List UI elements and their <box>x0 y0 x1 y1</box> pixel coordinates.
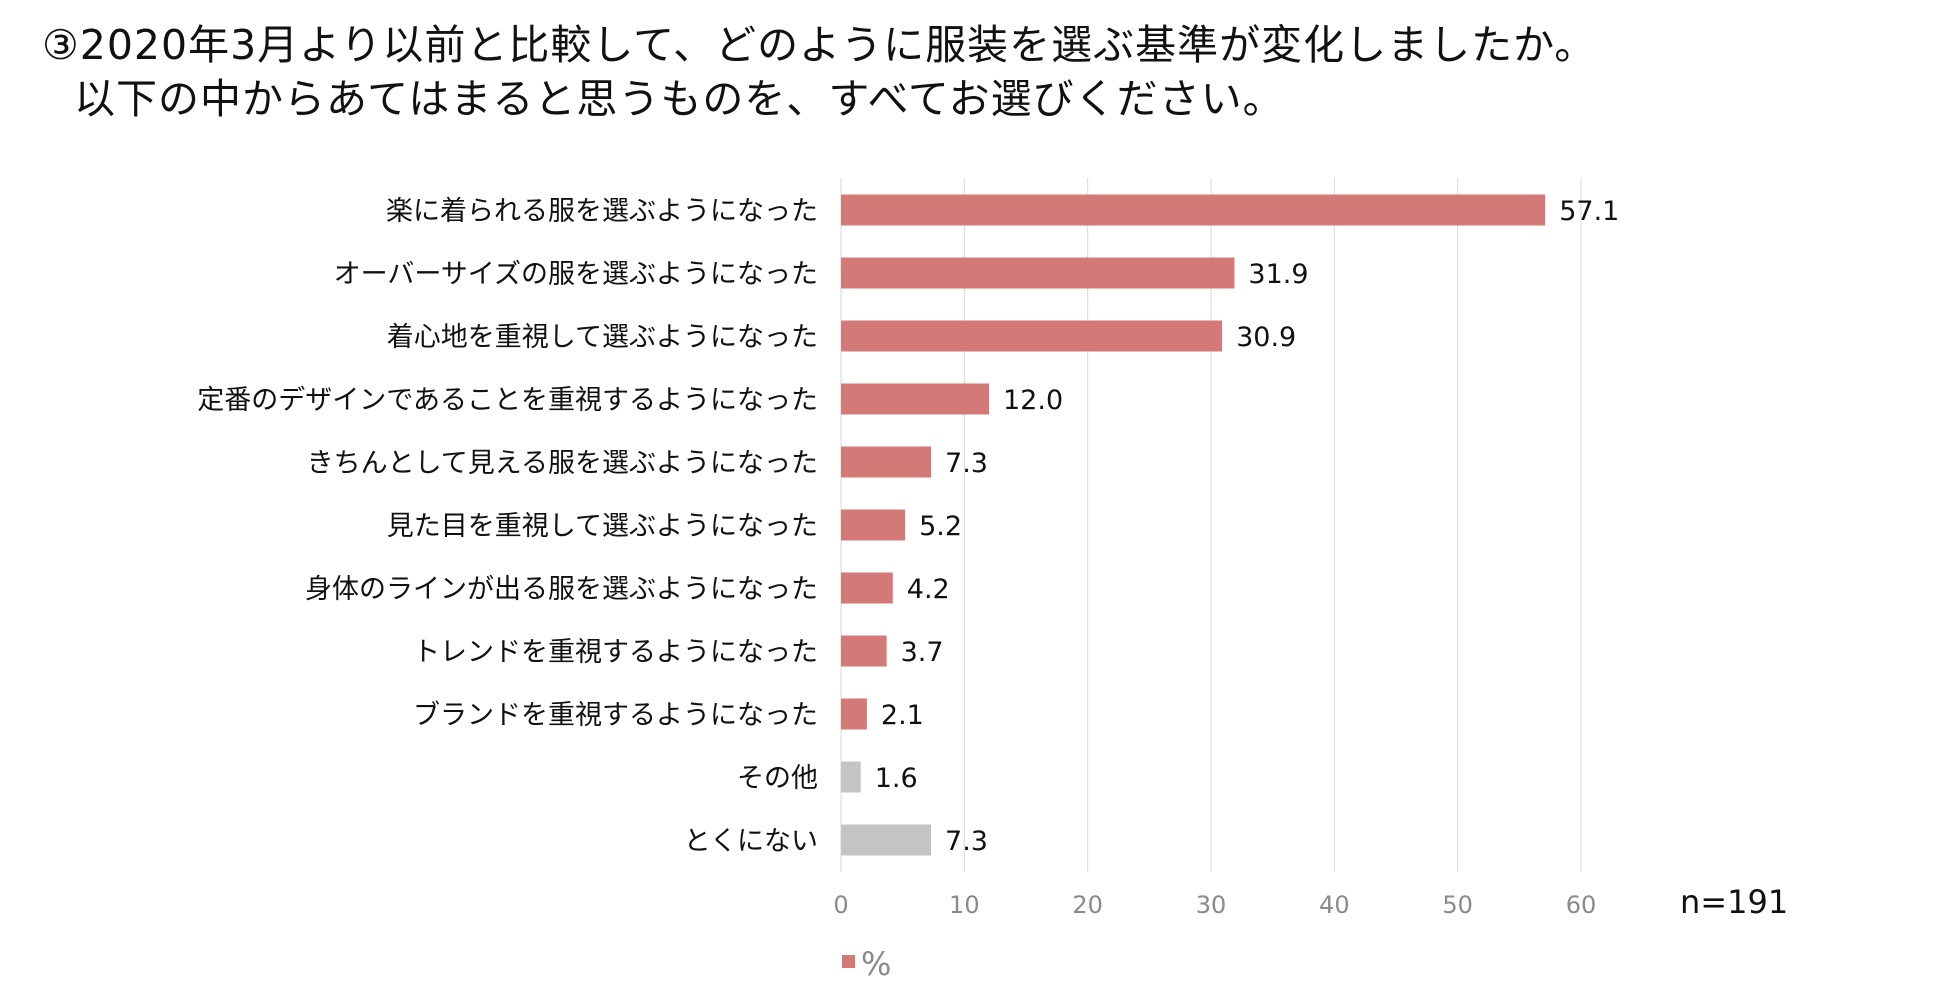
title-line-1: ③2020年3月より以前と比較して、どのように服装を選ぶ基準が変化しましたか。 <box>42 21 1597 69</box>
x-tick-label: 30 <box>1196 891 1227 919</box>
value-label: 12.0 <box>1003 385 1063 416</box>
category-label: 身体のラインが出る服を選ぶようになった <box>305 574 818 605</box>
value-label: 4.2 <box>907 574 950 605</box>
category-label: トレンドを重視するようになった <box>413 637 818 668</box>
value-label: 7.3 <box>945 448 988 479</box>
bar <box>841 572 893 604</box>
bar <box>841 698 867 730</box>
category-label: きちんとして見える服を選ぶようになった <box>307 448 818 479</box>
bar <box>841 824 932 856</box>
x-axis-ticks: 0 10 20 30 40 50 60 <box>833 891 1596 919</box>
sample-size-label: n=191 <box>1680 883 1788 921</box>
category-label: オーバーサイズの服を選ぶようになった <box>334 259 818 290</box>
category-label: その他 <box>737 763 818 794</box>
x-tick-label: 60 <box>1566 891 1597 919</box>
legend-label: % <box>861 945 891 983</box>
category-labels: 楽に着られる服を選ぶようになったオーバーサイズの服を選ぶようになった着心地を重視… <box>197 196 818 857</box>
page-title: ③2020年3月より以前と比較して、どのように服装を選ぶ基準が変化しましたか。 … <box>42 18 1596 126</box>
x-tick-label: 0 <box>833 891 848 919</box>
bar <box>841 635 887 667</box>
bar <box>841 194 1546 226</box>
bar <box>841 509 906 541</box>
title-line-2: 以下の中からあてはまると思うものを、すべてお選びください。 <box>74 75 1285 123</box>
legend: % <box>842 945 891 983</box>
value-label: 3.7 <box>901 637 944 668</box>
value-label: 5.2 <box>919 511 962 542</box>
value-label: 7.3 <box>945 826 988 857</box>
bars <box>841 194 1546 856</box>
value-label: 30.9 <box>1236 322 1296 353</box>
bar <box>841 383 989 415</box>
gridlines <box>840 178 1582 872</box>
category-label: とくにない <box>684 826 818 857</box>
value-label: 31.9 <box>1248 259 1308 290</box>
bar <box>841 446 932 478</box>
value-label: 1.6 <box>875 763 918 794</box>
value-labels: 57.1 31.9 30.9 12.0 7.3 5.2 4.2 3.7 2.1 1.6 7.3 <box>875 196 1620 857</box>
x-tick-label: 10 <box>949 891 980 919</box>
value-label: 57.1 <box>1559 196 1619 227</box>
bar <box>841 257 1235 289</box>
x-tick-label: 50 <box>1442 891 1473 919</box>
bar <box>841 320 1223 352</box>
bar <box>841 761 861 793</box>
x-tick-label: 40 <box>1319 891 1350 919</box>
category-label: 楽に着られる服を選ぶようになった <box>386 196 818 227</box>
value-label: 2.1 <box>881 700 924 731</box>
category-label: 着心地を重視して選ぶようになった <box>387 322 818 353</box>
legend-swatch <box>842 955 855 968</box>
category-label: 見た目を重視して選ぶようになった <box>387 511 818 542</box>
category-label: 定番のデザインであることを重視するようになった <box>197 385 818 416</box>
category-label: ブランドを重視するようになった <box>413 700 818 731</box>
x-tick-label: 20 <box>1072 891 1103 919</box>
